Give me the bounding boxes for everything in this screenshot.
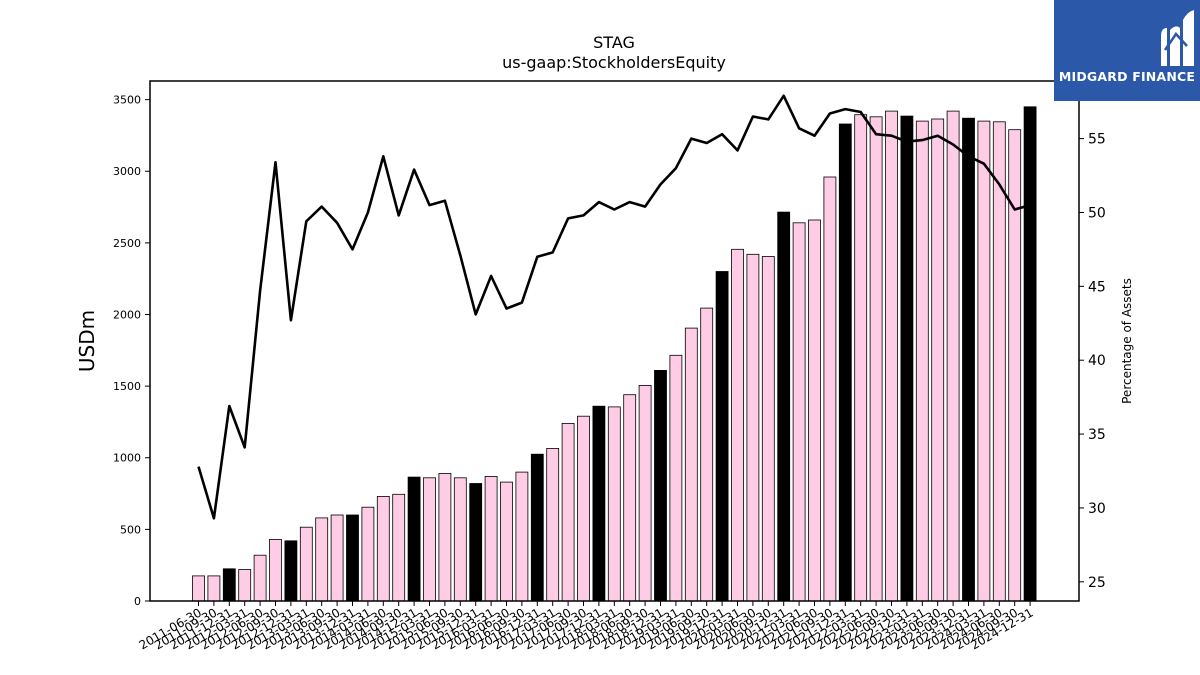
bar-2020-12-31 <box>777 211 791 602</box>
left-axis-label: USDm <box>75 310 99 372</box>
chart-title: STAG <box>593 33 635 52</box>
bar-2018-03-31 <box>607 406 621 602</box>
brand-name: MIDGARD FINANCE <box>1058 69 1196 84</box>
bar-2014-03-31 <box>361 506 375 602</box>
y-tick-label-2500: 2500 <box>113 237 141 250</box>
bar-2015-03-31 <box>423 477 436 602</box>
bar-2014-09-30 <box>392 493 406 602</box>
bar-2013-06-30 <box>315 517 329 602</box>
bar-2014-12-31 <box>407 476 421 602</box>
right-axis-ticks: 25 30 35 40 45 50 55 <box>1079 132 1106 591</box>
bar-2016-09-30 <box>515 471 529 602</box>
bar-2019-09-30 <box>700 307 714 602</box>
y-tick-label-2000: 2000 <box>113 308 141 321</box>
bar-2015-12-31 <box>469 483 483 602</box>
bar-2022-09-30 <box>885 110 898 602</box>
bar-2011-12-31 <box>222 568 236 602</box>
bar-2016-03-31 <box>484 475 498 602</box>
bar-2024-12-31 <box>1023 106 1037 602</box>
bar-2020-03-31 <box>731 248 744 602</box>
y-right-tick-label-30: 30 <box>1088 501 1106 517</box>
bar-2011-09-30 <box>207 575 221 602</box>
y-tick-label-1000: 1000 <box>113 452 141 465</box>
bar-2013-03-31 <box>299 526 313 602</box>
y-right-tick-label-50: 50 <box>1088 205 1106 221</box>
bar-2023-06-30 <box>931 118 945 602</box>
bar-2014-06-30 <box>376 495 390 602</box>
bar-2021-03-31 <box>792 222 806 602</box>
bar-series <box>192 106 1037 602</box>
y-right-tick-label-40: 40 <box>1088 353 1106 369</box>
bar-2018-09-30 <box>638 384 652 602</box>
y-right-tick-label-25: 25 <box>1088 575 1106 591</box>
right-axis-label: Percentage of Assets <box>1120 278 1134 404</box>
bar-2023-03-31 <box>915 120 929 602</box>
bar-2023-12-31 <box>962 117 975 602</box>
bar-2013-09-30 <box>330 514 344 602</box>
bar-2015-09-30 <box>453 477 467 602</box>
bar-2012-12-31 <box>284 540 298 602</box>
bar-2016-12-31 <box>530 453 544 602</box>
bar-2013-12-31 <box>346 514 359 602</box>
brand-logo: MIDGARD FINANCE <box>1054 0 1200 101</box>
y-right-tick-label-45: 45 <box>1088 279 1106 295</box>
bar-2018-06-30 <box>623 394 637 602</box>
y-tick-label-0: 0 <box>134 595 141 608</box>
bar-2017-03-31 <box>546 447 560 602</box>
midgard-m-logo-icon <box>1161 10 1194 66</box>
x-axis-ticks: 2011-06-302011-09-302011-12-312012-03-31… <box>137 601 1036 652</box>
y-right-tick-label-55: 55 <box>1088 132 1106 148</box>
bar-2017-06-30 <box>561 422 575 602</box>
bar-2022-06-30 <box>869 116 883 602</box>
bar-2022-03-31 <box>854 114 868 602</box>
bar-2021-06-30 <box>808 219 821 602</box>
bar-2011-06-30 <box>192 575 205 602</box>
bar-2020-06-30 <box>746 253 760 602</box>
bar-2022-12-31 <box>900 115 914 602</box>
bar-2017-09-30 <box>577 415 590 602</box>
chart-subtitle: us-gaap:StockholdersEquity <box>502 53 726 72</box>
bar-2019-06-30 <box>684 327 698 602</box>
bar-2019-12-31 <box>715 271 729 602</box>
bar-2023-09-30 <box>946 110 960 602</box>
bar-2024-03-31 <box>977 120 991 602</box>
bar-2016-06-30 <box>500 481 513 602</box>
y-right-tick-label-35: 35 <box>1088 427 1106 443</box>
bar-2012-06-30 <box>253 554 267 602</box>
y-tick-label-1500: 1500 <box>113 380 141 393</box>
bar-2012-03-31 <box>238 569 252 602</box>
bar-2021-09-30 <box>823 176 837 602</box>
percentage-line-series <box>197 94 1031 520</box>
y-tick-label-3500: 3500 <box>113 94 141 107</box>
bar-2020-09-30 <box>761 256 775 602</box>
bar-2015-06-30 <box>438 473 452 602</box>
y-tick-label-3000: 3000 <box>113 165 141 178</box>
left-axis-ticks: 0 500 1000 1500 2000 2500 3000 3500 <box>113 94 150 608</box>
bar-2018-12-31 <box>654 369 667 602</box>
bar-2012-09-30 <box>269 539 282 602</box>
bar-2019-03-31 <box>669 354 683 602</box>
bar-2021-12-31 <box>838 123 852 602</box>
bar-2017-12-31 <box>592 405 606 602</box>
y-tick-label-500: 500 <box>120 523 141 536</box>
